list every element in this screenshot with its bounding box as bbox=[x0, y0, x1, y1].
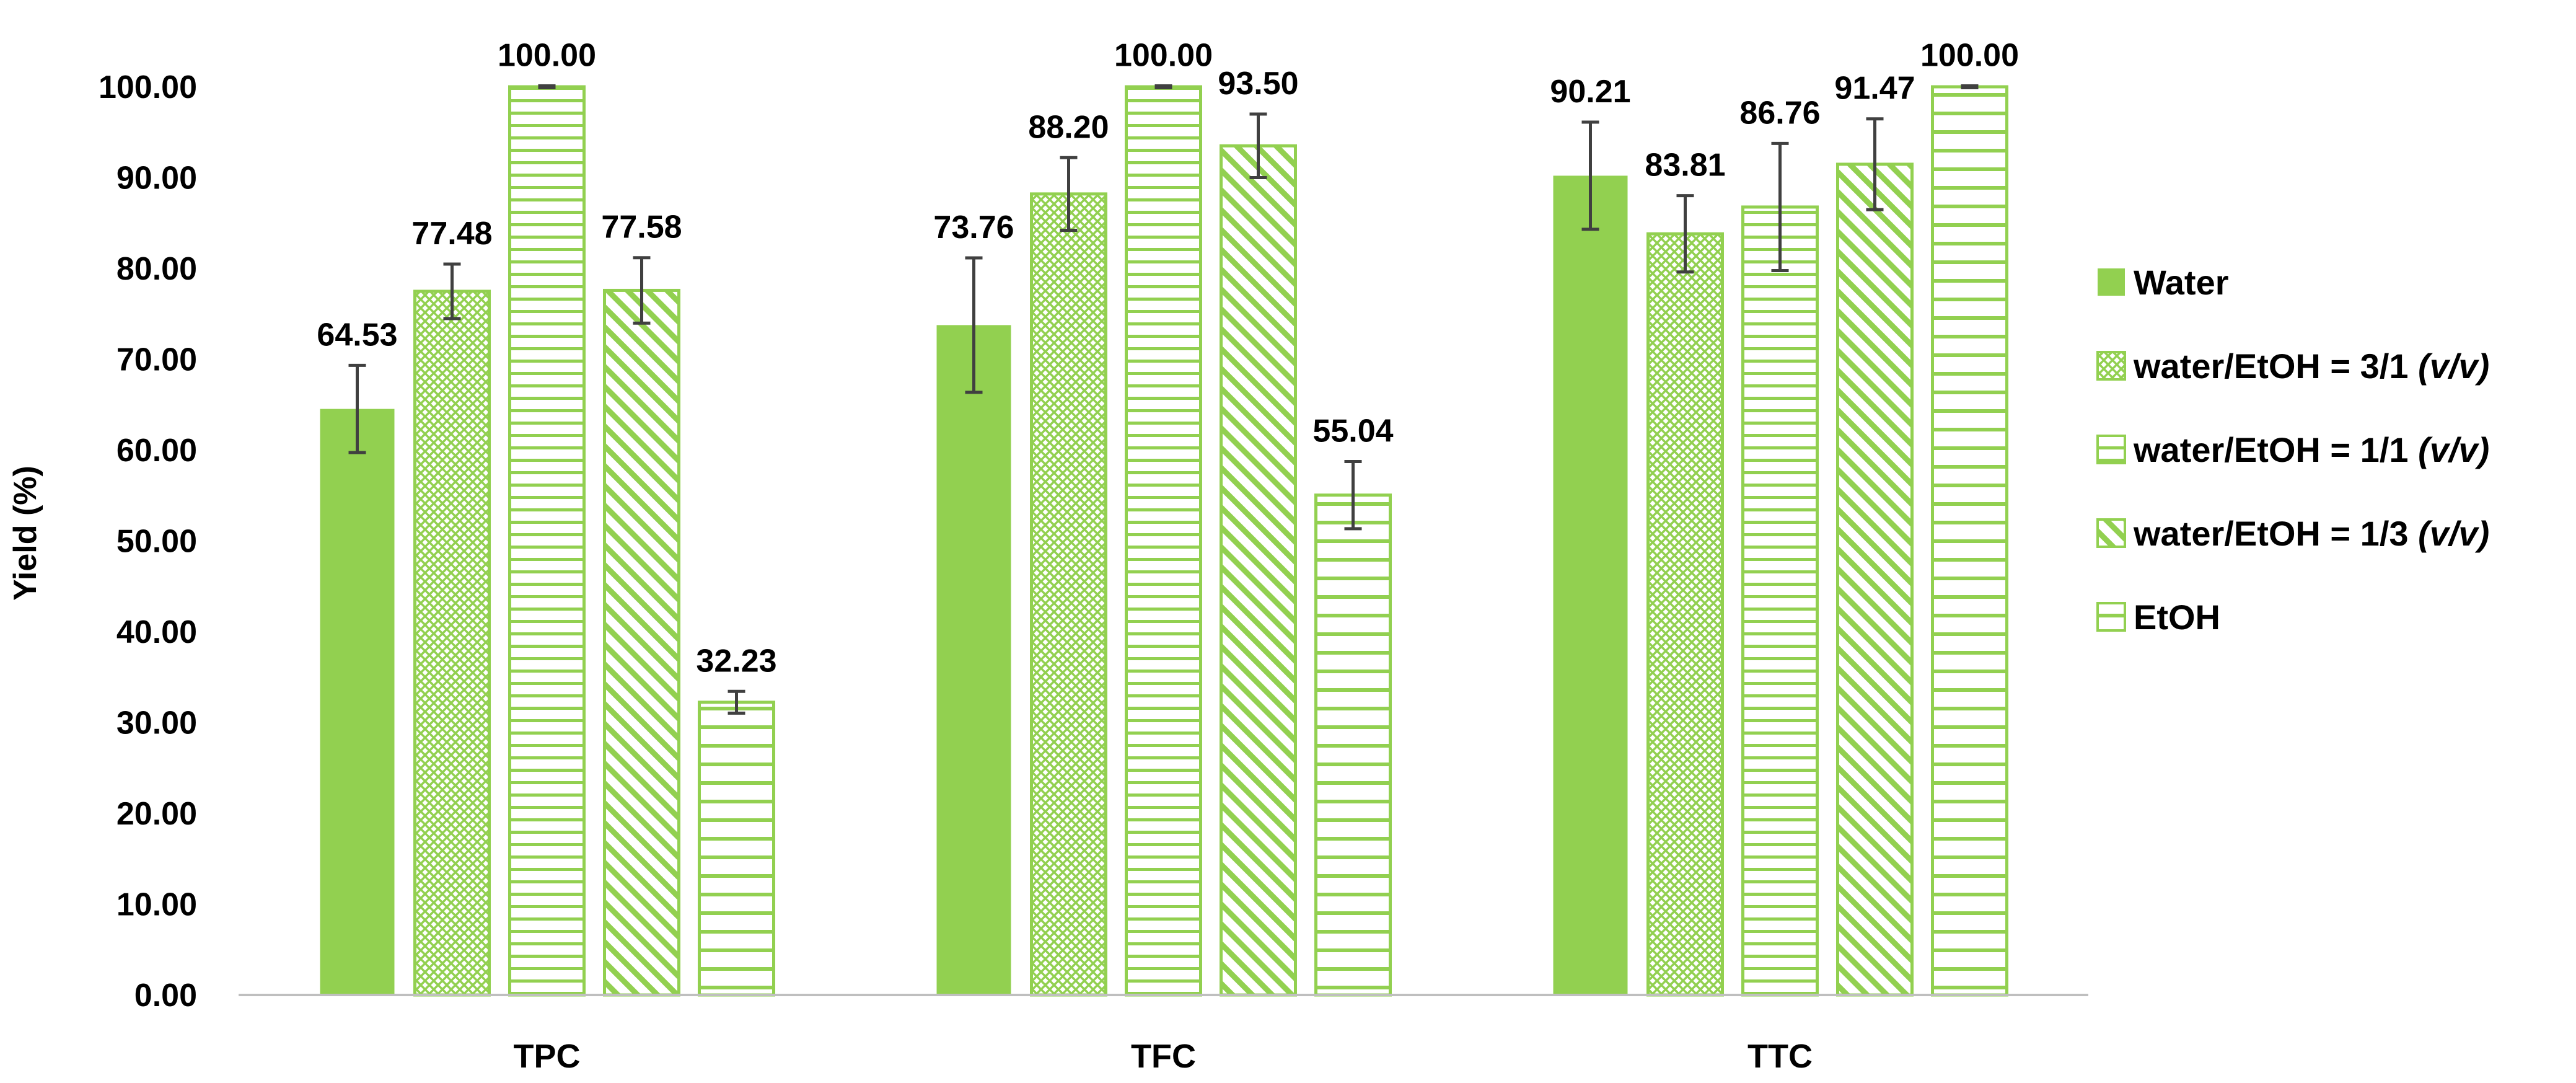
bar bbox=[1553, 175, 1628, 996]
data-label: 77.48 bbox=[411, 216, 492, 252]
bar bbox=[1314, 493, 1392, 997]
data-label: 83.81 bbox=[1645, 148, 1725, 183]
y-tick-label: 10.00 bbox=[116, 887, 197, 923]
data-label: 55.04 bbox=[1312, 413, 1393, 449]
legend-label-unit: (v/v) bbox=[2418, 514, 2489, 553]
bar bbox=[1125, 85, 1202, 997]
y-tick-label: 90.00 bbox=[116, 161, 197, 197]
category-label: TFC bbox=[1131, 1038, 1196, 1075]
legend-label-main: water/EtOH = 1/3 bbox=[2133, 514, 2418, 553]
data-label: 100.00 bbox=[1920, 38, 2019, 74]
data-labels-group: 64.5377.48100.0077.5832.2373.7688.20100.… bbox=[317, 38, 2019, 679]
bar bbox=[1741, 205, 1819, 997]
bar bbox=[603, 288, 680, 997]
error-bar bbox=[1961, 84, 1979, 89]
category-label: TPC bbox=[514, 1038, 581, 1075]
error-bar bbox=[1581, 120, 1599, 231]
data-label: 32.23 bbox=[696, 643, 776, 679]
y-axis-ticks: 0.00 10.00 20.00 30.00 40.00 50.00 60.00 70.00 8… bbox=[99, 69, 197, 1014]
bar bbox=[1030, 192, 1107, 997]
error-bar bbox=[1866, 117, 1884, 211]
bar bbox=[413, 290, 491, 997]
legend-swatch bbox=[2096, 351, 2126, 381]
error-bar bbox=[443, 262, 461, 320]
legend-label-main: water/EtOH = 1/1 bbox=[2133, 430, 2418, 469]
legend-label: Water bbox=[2134, 263, 2229, 302]
legend-label-main: EtOH bbox=[2134, 598, 2220, 637]
bar bbox=[320, 409, 395, 995]
data-label: 100.00 bbox=[1114, 38, 1213, 74]
legend-label-unit: (v/v) bbox=[2418, 430, 2489, 469]
error-bar bbox=[1060, 156, 1078, 232]
legend-label-main: water/EtOH = 3/1 bbox=[2133, 347, 2418, 386]
bar bbox=[1836, 162, 1914, 997]
legend-swatch bbox=[2096, 518, 2126, 548]
data-label: 77.58 bbox=[601, 210, 682, 245]
error-bar bbox=[1771, 141, 1789, 273]
legend-item: water/EtOH = 1/1 (v/v) bbox=[2096, 430, 2489, 469]
y-tick-label: 20.00 bbox=[116, 796, 197, 832]
error-bar bbox=[728, 689, 745, 715]
data-label: 90.21 bbox=[1550, 74, 1630, 110]
data-label: 100.00 bbox=[498, 38, 596, 74]
y-tick-label: 70.00 bbox=[116, 342, 197, 378]
legend-label: water/EtOH = 1/1 (v/v) bbox=[2133, 430, 2489, 469]
y-axis-title: Yield (%) bbox=[7, 466, 43, 601]
y-tick-label: 40.00 bbox=[116, 614, 197, 650]
category-label: TTC bbox=[1747, 1038, 1813, 1075]
legend-swatch bbox=[2098, 268, 2125, 296]
error-bar bbox=[1249, 112, 1267, 179]
y-tick-label: 60.00 bbox=[116, 433, 197, 469]
y-tick-label: 100.00 bbox=[99, 69, 197, 105]
error-bars-group bbox=[348, 84, 1979, 715]
error-bar bbox=[1154, 84, 1172, 89]
data-label: 91.47 bbox=[1834, 71, 1915, 107]
legend-item: Water bbox=[2098, 263, 2229, 302]
data-label: 64.53 bbox=[317, 317, 397, 353]
bar bbox=[698, 701, 775, 997]
data-label: 93.50 bbox=[1218, 66, 1298, 102]
error-bar bbox=[633, 256, 651, 325]
error-bar bbox=[348, 363, 366, 454]
legend-swatch bbox=[2096, 602, 2126, 632]
legend-item: EtOH bbox=[2096, 598, 2220, 637]
y-tick-label: 30.00 bbox=[116, 705, 197, 741]
legend-swatch bbox=[2096, 435, 2126, 464]
legend-label: EtOH bbox=[2134, 598, 2220, 637]
y-tick-label: 80.00 bbox=[116, 251, 197, 287]
bar bbox=[1646, 232, 1724, 997]
bar bbox=[1220, 144, 1297, 997]
legend-label: water/EtOH = 1/3 (v/v) bbox=[2133, 514, 2489, 553]
legend-label-main: Water bbox=[2134, 263, 2229, 302]
legend-item: water/EtOH = 3/1 (v/v) bbox=[2096, 347, 2489, 386]
error-bar bbox=[538, 84, 556, 89]
data-label: 88.20 bbox=[1028, 109, 1109, 145]
legend-label-unit: (v/v) bbox=[2418, 347, 2489, 386]
y-tick-label: 0.00 bbox=[134, 978, 197, 1014]
y-tick-label: 50.00 bbox=[116, 524, 197, 560]
bars-group bbox=[320, 85, 2008, 997]
legend-label: water/EtOH = 3/1 (v/v) bbox=[2133, 347, 2489, 386]
bar bbox=[508, 85, 586, 997]
error-bar bbox=[1676, 194, 1694, 274]
legend-item: water/EtOH = 1/3 (v/v) bbox=[2096, 514, 2489, 553]
bar bbox=[936, 325, 1011, 995]
category-labels: TPC TFC TTC bbox=[514, 1038, 1813, 1075]
data-label: 73.76 bbox=[933, 210, 1014, 245]
bar bbox=[1931, 85, 2008, 997]
error-bar bbox=[965, 256, 983, 394]
error-bar bbox=[1344, 459, 1362, 531]
data-label: 86.76 bbox=[1739, 95, 1820, 131]
